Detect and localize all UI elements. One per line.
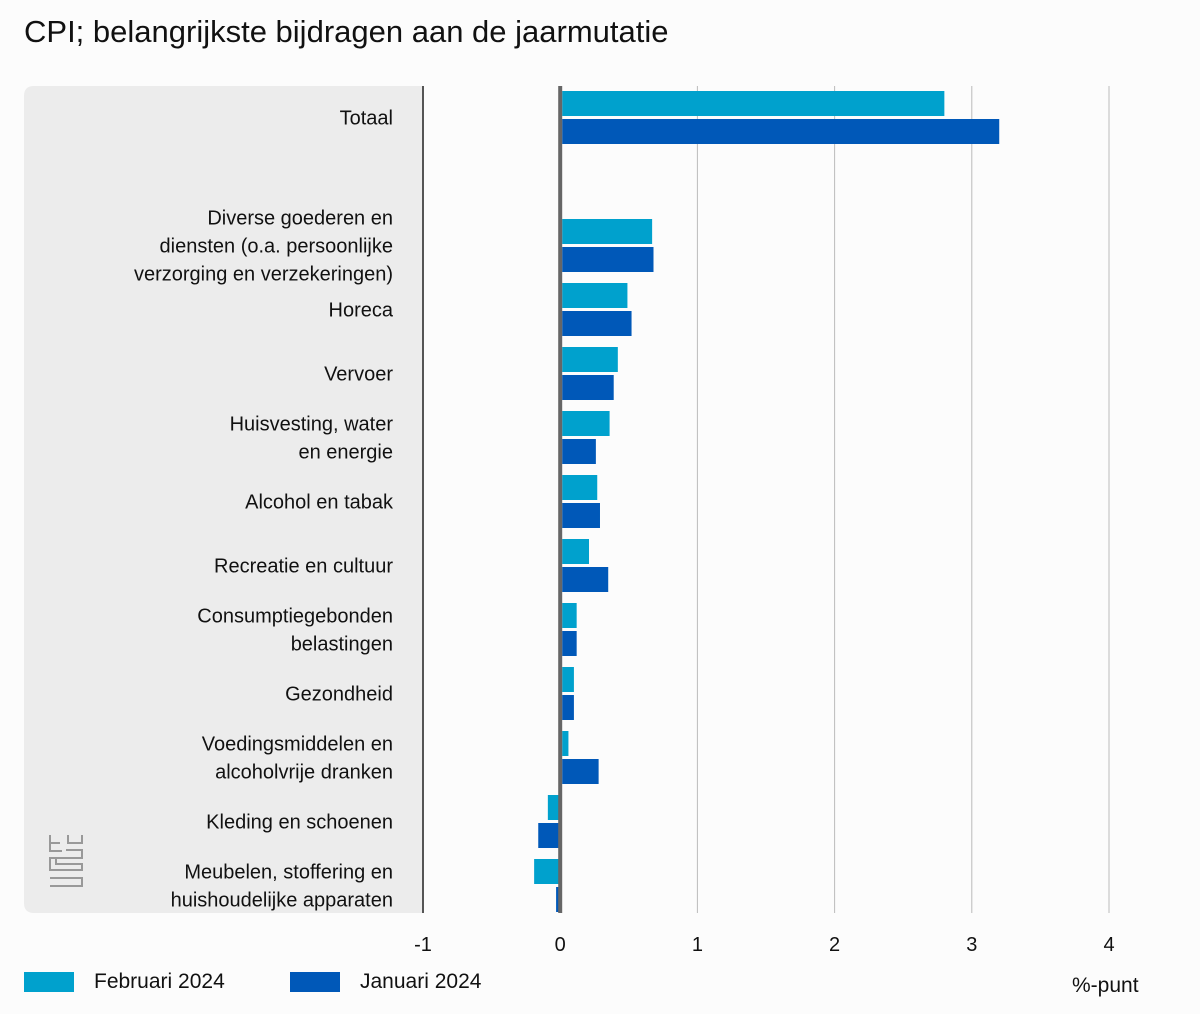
legend-item-januari: Januari 2024 xyxy=(290,970,481,994)
category-label: Gezondheid xyxy=(285,684,393,706)
bar xyxy=(562,631,577,656)
bar xyxy=(556,887,561,912)
bar xyxy=(538,823,561,848)
category-label: alcoholvrije dranken xyxy=(215,762,393,784)
category-label: huishoudelijke apparaten xyxy=(171,890,393,912)
category-label: Diverse goederen en xyxy=(207,208,393,230)
x-tick-label: 4 xyxy=(1103,934,1114,956)
x-tick-label: -1 xyxy=(414,934,432,956)
bar xyxy=(562,567,609,592)
bar xyxy=(562,375,614,400)
legend-label: Februari 2024 xyxy=(94,970,225,993)
bar xyxy=(562,439,596,464)
x-axis-label: %-punt xyxy=(1072,974,1139,997)
bar xyxy=(562,311,632,336)
bar xyxy=(562,219,653,244)
category-label: verzorging en verzekeringen) xyxy=(134,264,393,286)
x-tick-label: 1 xyxy=(692,934,703,956)
x-tick-label: 3 xyxy=(966,934,977,956)
bar xyxy=(562,347,618,372)
bar xyxy=(534,859,561,884)
category-label: Totaal xyxy=(340,108,393,130)
bar xyxy=(562,695,574,720)
category-label: Alcohol en tabak xyxy=(245,492,394,514)
category-label: Recreatie en cultuur xyxy=(214,556,393,578)
legend-label: Januari 2024 xyxy=(360,970,482,993)
bar xyxy=(562,539,590,564)
x-tick-label: 2 xyxy=(829,934,840,956)
label-panel xyxy=(24,86,423,913)
bar xyxy=(562,283,628,308)
bar xyxy=(562,247,654,272)
bar xyxy=(547,795,561,820)
cbs-logo-icon xyxy=(49,835,83,887)
bar xyxy=(562,91,945,116)
category-label: Voedingsmiddelen en xyxy=(202,734,393,756)
category-label: Meubelen, stoffering en xyxy=(184,862,393,884)
category-label: Consumptiegebonden xyxy=(197,606,393,628)
legend-item-februari: Februari 2024 xyxy=(24,970,225,994)
chart-title: CPI; belangrijkste bijdragen aan de jaar… xyxy=(24,14,669,49)
legend-swatch xyxy=(290,972,340,992)
x-tick-label: 0 xyxy=(555,934,566,956)
category-label: Kleding en schoenen xyxy=(206,812,393,834)
category-label: Horeca xyxy=(329,300,394,322)
bar xyxy=(562,475,598,500)
category-label: Huisvesting, water xyxy=(230,414,394,436)
category-label: en energie xyxy=(298,442,393,464)
category-label: belastingen xyxy=(291,634,393,656)
category-label: diensten (o.a. persoonlijke xyxy=(160,236,393,258)
bar xyxy=(562,411,610,436)
legend-swatch xyxy=(24,972,74,992)
bar xyxy=(562,759,599,784)
category-label: Vervoer xyxy=(324,364,393,386)
bar xyxy=(562,119,1000,144)
bar xyxy=(562,731,569,756)
bar xyxy=(562,667,574,692)
bar xyxy=(562,603,577,628)
bar xyxy=(562,503,600,528)
